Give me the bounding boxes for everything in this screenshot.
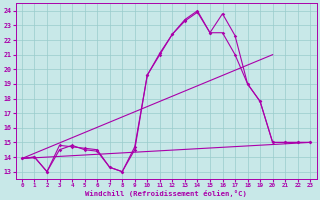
X-axis label: Windchill (Refroidissement éolien,°C): Windchill (Refroidissement éolien,°C) (85, 190, 247, 197)
